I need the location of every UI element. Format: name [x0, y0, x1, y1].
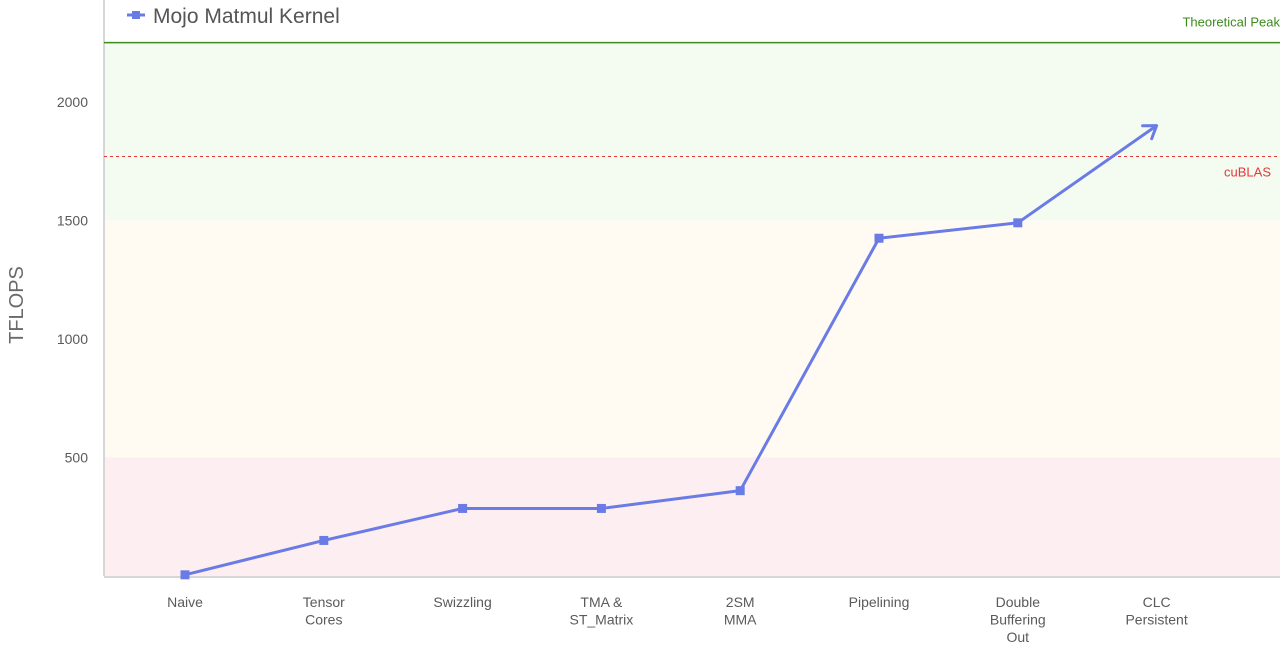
- data-point: [180, 570, 190, 580]
- data-point: [1013, 218, 1023, 228]
- series-end-arrow: [1141, 124, 1159, 141]
- background-bands: [105, 42, 1280, 576]
- band-0: [105, 457, 1280, 576]
- legend-swatch-marker: [132, 11, 140, 19]
- legend-entry: Mojo Matmul Kernel: [153, 5, 340, 28]
- x-tick-label-line: MMA: [724, 612, 757, 628]
- axes: [103, 0, 1280, 578]
- data-point: [458, 503, 468, 513]
- x-tick-label-line: Out: [1007, 629, 1030, 645]
- data-point: [874, 233, 884, 243]
- x-tick-label-line: Buffering: [990, 612, 1046, 628]
- y-tick-label: 500: [65, 449, 89, 465]
- band-1: [105, 220, 1280, 458]
- x-tick-label: Swizzling: [433, 594, 491, 610]
- series-line-0: [184, 124, 1158, 577]
- x-tick-label-line: Cores: [305, 612, 342, 628]
- reference-line-label-0: Theoretical Peak: [1182, 15, 1280, 30]
- y-tick-label: 1000: [57, 331, 88, 347]
- y-tick-label: 2000: [57, 94, 88, 110]
- band-2: [105, 42, 1280, 221]
- x-tick-labels: Naive Tensor Cores Swizzling TMA & ST_Matrix 2…: [167, 594, 1188, 645]
- y-tick-labels: 500 1000 1500 2000: [57, 94, 88, 466]
- x-tick-label-line: Pipelining: [849, 594, 910, 610]
- reference-line-label-1: cuBLAS: [1224, 164, 1271, 179]
- x-tick-label-line: Swizzling: [433, 594, 491, 610]
- x-tick-label-line: CLC: [1143, 594, 1171, 610]
- x-tick-label-line: ST_Matrix: [570, 612, 634, 628]
- x-tick-label-line: TMA &: [580, 594, 623, 610]
- y-axis-label: TFLOPS: [6, 266, 28, 344]
- data-point: [596, 503, 606, 513]
- x-tick-label-line: Double: [996, 594, 1041, 610]
- x-tick-label-line: Naive: [167, 594, 203, 610]
- x-tick-label: 2SM MMA: [724, 594, 757, 628]
- legend: Mojo Matmul Kernel: [127, 5, 340, 28]
- x-tick-label-line: Persistent: [1125, 612, 1187, 628]
- x-tick-label: Pipelining: [849, 594, 910, 610]
- x-tick-label: Double Buffering Out: [990, 594, 1046, 645]
- x-tick-label-line: 2SM: [726, 594, 755, 610]
- reference-lines: Theoretical Peak cuBLAS: [104, 15, 1280, 179]
- data-point: [735, 486, 745, 496]
- data-point: [319, 535, 329, 545]
- y-tick-label: 1500: [57, 212, 88, 228]
- x-tick-label-line: Tensor: [303, 594, 345, 610]
- x-tick-label: Tensor Cores: [303, 594, 345, 628]
- x-tick-label: TMA & ST_Matrix: [570, 594, 634, 628]
- x-tick-label: Naive: [167, 594, 203, 610]
- x-tick-label: CLC Persistent: [1125, 594, 1187, 628]
- series-layer: [180, 124, 1159, 580]
